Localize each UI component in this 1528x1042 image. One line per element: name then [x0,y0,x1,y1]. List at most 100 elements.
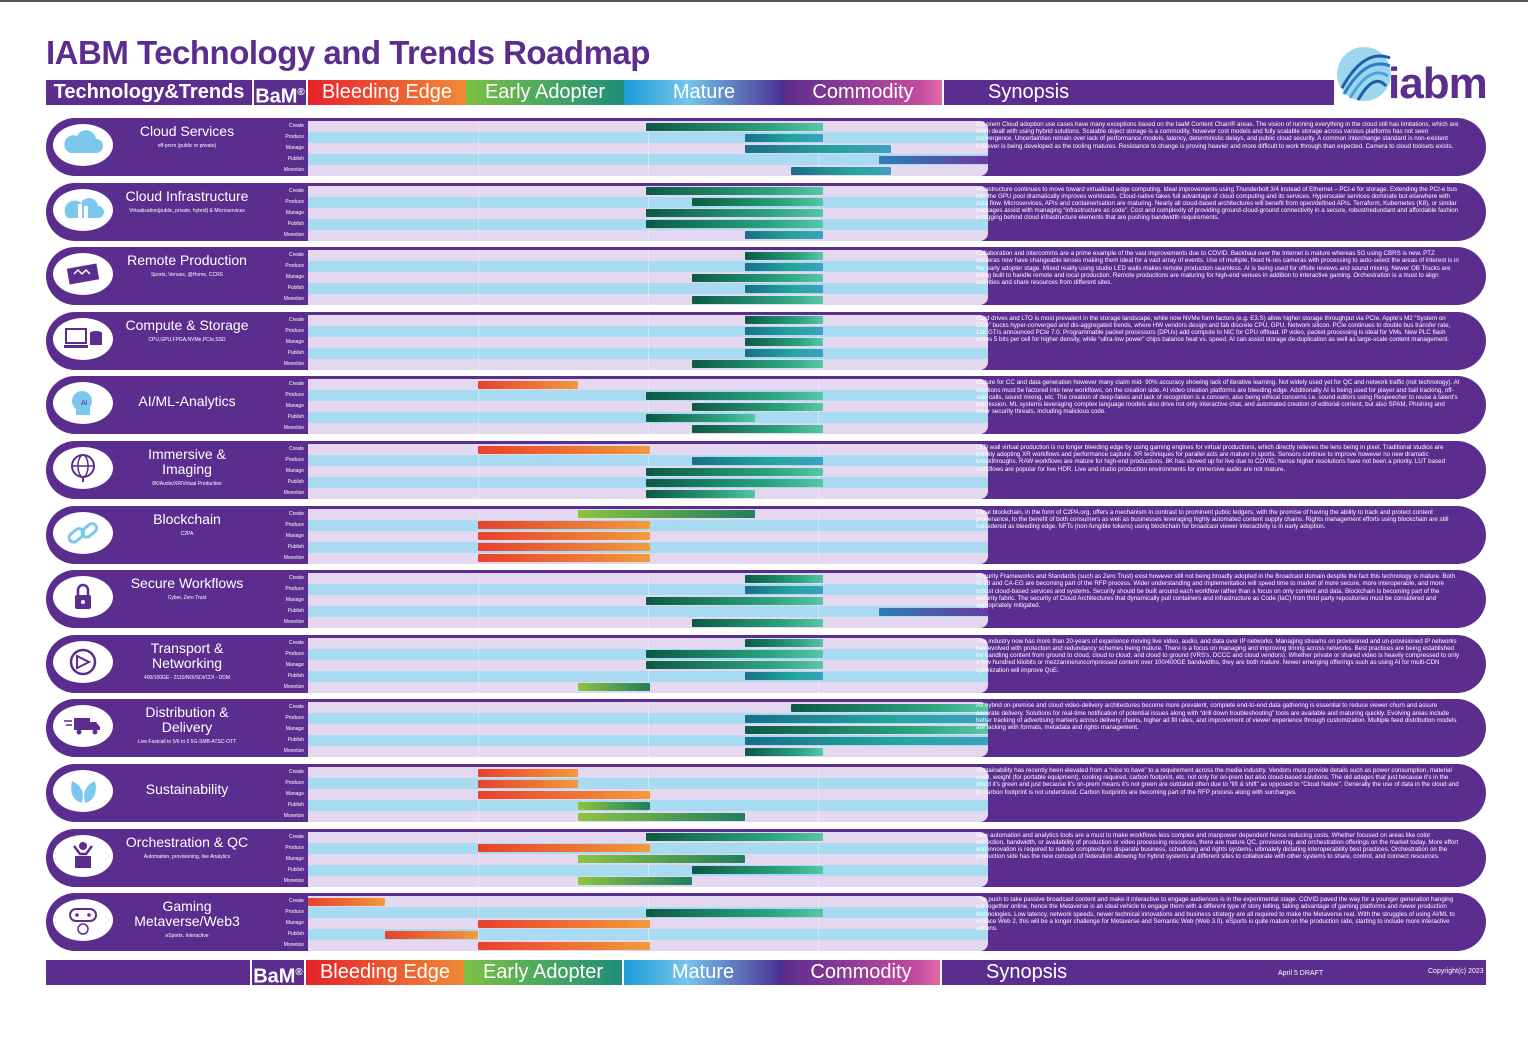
stage-divider [478,831,479,843]
stage-divider [478,735,479,747]
lane-label-produce: Produce [285,909,304,916]
bar-blockchain-manage [478,532,650,541]
lane-label-create: Create [288,381,304,388]
lane-label-monetize: Monetize [283,231,304,238]
bar-compute-storage-produce [744,327,824,336]
stage-divider [648,154,649,165]
lane-label-produce: Produce [285,392,304,399]
bar-remote-production-manage [692,273,824,282]
lane-monetize [308,681,988,693]
stage-divider [478,713,479,725]
lane-label-manage: Manage [285,726,304,733]
bar-ai-ml-analytics-produce [646,391,824,400]
lane-label-produce: Produce [285,263,304,270]
stage-divider [818,154,819,165]
stage-divider [478,229,479,241]
header-bam: BaM® [254,80,306,105]
leaves-icon [52,769,114,813]
stage-divider [648,864,649,876]
ai-head-icon: AI [52,381,114,425]
stage-divider [478,314,479,326]
roadmap-row-ai-ml-analytics: AI AI/ML-Analytics Create Produce Manage Publ… [46,376,1486,435]
bar-sustainability-publish [578,801,650,810]
lane-create [308,508,988,520]
stage-divider [648,584,649,596]
lane-label-monetize: Monetize [283,748,304,755]
lane-publish [308,735,988,747]
lane-manage [308,401,988,413]
lane-label-monetize: Monetize [283,296,304,303]
lane-label-publish: Publish [287,479,304,485]
stage-divider [478,455,479,466]
lane-label-publish: Publish [287,802,304,808]
lane-produce [308,455,988,466]
footer-bam-label: BaM [253,965,296,985]
bar-transport-networking-create [744,639,824,648]
bar-transport-networking-monetize [578,683,650,692]
bar-ai-ml-analytics-manage [692,402,824,411]
bar-compute-storage-publish [744,349,824,358]
roadmap-row-sustainability: Sustainability Create Produce Manage Publish… [46,764,1486,822]
bar-cloud-infrastructure-publish [646,220,824,229]
stage-divider [478,659,479,671]
bar-distribution-delivery-publish [744,736,988,745]
lane-label-publish: Publish [287,285,304,292]
stage-divider [648,637,649,649]
lane-label-manage: Manage [285,920,304,927]
stage-divider [648,272,649,284]
lane-monetize [308,358,988,370]
bar-cloud-infrastructure-monetize [744,231,824,240]
stage-divider [648,143,649,154]
roadmap-row-secure-workflows: Secure Workflows Cyber, Zero Trust Create P… [46,570,1486,629]
bar-cloud-services-manage [744,144,892,153]
lane-label-manage: Manage [285,791,304,797]
lane-produce [308,648,988,660]
lane-produce [308,907,988,919]
lane-publish [308,606,988,618]
computer-icon [52,317,114,361]
roadmap-row-orchestration-qc: Orchestration & QC Automation, provisioni… [46,828,1486,887]
bar-immersive-imaging-publish [646,478,824,487]
lane-label-publish: Publish [287,349,304,356]
stage-divider [648,929,649,941]
lane-label-monetize: Monetize [283,554,304,561]
stage-divider [478,390,479,402]
footer-stage-mature: Mature [624,960,782,985]
lane-monetize [308,294,988,306]
bar-cloud-services-produce [744,133,824,142]
synopsis-text: Collaboration and intercomms are a prime… [976,250,1459,286]
bar-distribution-delivery-manage [744,725,988,734]
stage-divider [478,606,479,618]
bar-ai-ml-analytics-publish [646,413,756,422]
stage-divider [818,379,819,391]
bar-orchestration-qc-produce [478,844,650,853]
lane-manage [308,143,988,154]
lane-produce [308,519,988,531]
lane-label-manage: Manage [285,532,304,539]
bar-transport-networking-manage [646,661,824,670]
stage-divider [818,530,819,542]
synopsis-text: Infrastructure continues to move toward … [976,185,1459,222]
synopsis-text: Sustainability has recently been elevate… [976,767,1459,796]
bar-gaming-metaverse-web3-produce [646,908,824,917]
bar-sustainability-monetize [578,812,745,821]
bar-immersive-imaging-manage [646,467,824,476]
stage-divider [478,875,479,887]
stage-divider [648,250,649,262]
delivery-truck-icon [52,704,114,748]
stage-divider [648,724,649,736]
lane-produce [308,390,988,402]
bar-ai-ml-analytics-create [478,380,579,389]
stage-divider [478,907,479,919]
bar-immersive-imaging-create [478,445,650,454]
stage-divider [478,423,479,435]
network-icon [52,640,114,684]
stage-divider [478,218,479,230]
bar-gaming-metaverse-web3-monetize [478,941,650,950]
stage-divider [478,466,479,477]
padlock-icon [52,575,114,619]
row-title: Blockchain C2PA [122,511,252,537]
stage-divider [818,681,819,693]
stage-divider [648,165,649,176]
stage-divider [648,314,649,326]
